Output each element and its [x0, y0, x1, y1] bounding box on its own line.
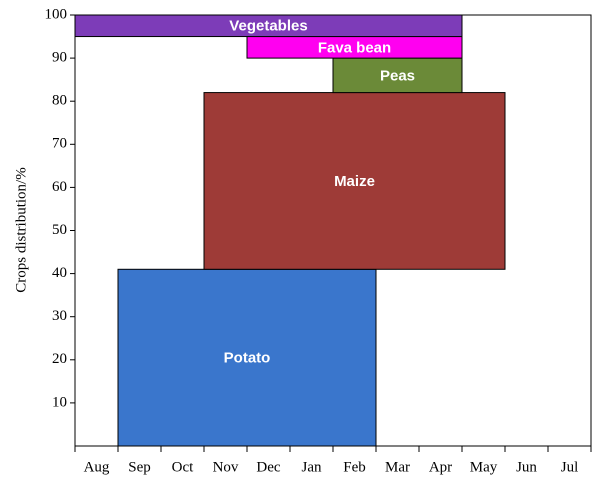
- x-tick-label: Apr: [429, 459, 452, 475]
- x-tick-label: May: [470, 459, 498, 475]
- crop-label: Fava bean: [318, 39, 391, 56]
- crop-bar: [203, 92, 506, 270]
- y-tick-label: 80: [52, 93, 67, 109]
- y-tick-label: 10: [52, 394, 67, 410]
- y-tick-label: 70: [52, 136, 67, 152]
- x-tick-label: Mar: [385, 459, 410, 475]
- y-tick-label: 20: [52, 351, 67, 367]
- crop-label: Peas: [380, 67, 415, 84]
- y-tick-label: 60: [52, 179, 67, 195]
- x-tick-label: Oct: [172, 459, 194, 475]
- x-tick-label: Jan: [302, 459, 322, 475]
- x-tick-label: Feb: [343, 459, 366, 475]
- x-tick-label: Jun: [516, 459, 537, 475]
- crop-label: Potato: [224, 350, 271, 367]
- crop-label: Maize: [334, 173, 375, 190]
- x-tick-label: Dec: [256, 459, 280, 475]
- y-tick-label: 40: [52, 265, 67, 281]
- y-tick-label: 90: [52, 50, 67, 66]
- y-tick-label: 100: [45, 6, 68, 22]
- y-axis-label: Crops distribution/%: [13, 167, 29, 292]
- x-tick-label: Sep: [128, 459, 151, 475]
- crop-bar: [117, 268, 377, 447]
- x-tick-label: Jul: [561, 459, 579, 475]
- y-tick-label: 50: [52, 222, 67, 238]
- y-tick-label: 30: [52, 308, 67, 324]
- x-tick-label: Nov: [213, 459, 239, 475]
- x-tick-label: Aug: [84, 459, 110, 475]
- crop-label: Vegetables: [229, 18, 307, 35]
